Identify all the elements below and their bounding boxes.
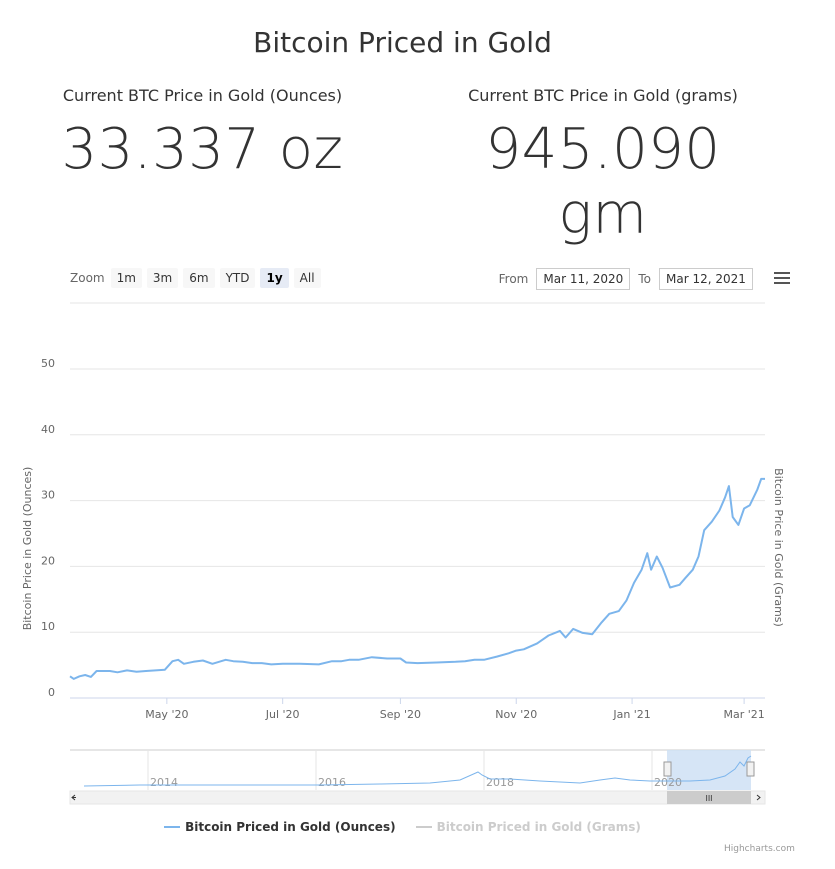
legend-item-ounces[interactable]: Bitcoin Priced in Gold (Ounces) [164, 820, 396, 834]
legend-swatch-grams [415, 826, 432, 828]
legend: Bitcoin Priced in Gold (Ounces) Bitcoin … [0, 820, 805, 834]
x-tick-label: Nov '20 [495, 708, 537, 721]
navigator-tick-label: 2014 [150, 776, 178, 789]
metric-ounces-value: 33.337 oz [61, 117, 344, 182]
scroll-right-arrow-icon[interactable] [756, 794, 761, 801]
metric-ounces: Current BTC Price in Gold (Ounces) 33.33… [40, 86, 365, 182]
x-tick-label: May '20 [145, 708, 188, 721]
credits-link[interactable]: Highcharts.com [724, 844, 795, 854]
navigator-tick-label: 2018 [486, 776, 514, 789]
x-tick-label: Jul '20 [265, 708, 300, 721]
metric-ounces-label: Current BTC Price in Gold (Ounces) [62, 86, 343, 105]
navigator-tick-label: 2016 [318, 776, 346, 789]
y-axis-title-right: Bitcoin Price in Gold (Grams) [772, 468, 785, 627]
series-layer [69, 477, 765, 680]
y-tick-label: 0 [48, 686, 55, 699]
to-date-input[interactable] [659, 268, 753, 290]
y-tick-label: 30 [41, 489, 55, 502]
metric-grams: Current BTC Price in Gold (grams) 945.09… [436, 86, 770, 247]
from-date-input[interactable] [536, 268, 631, 290]
axes: 0 10 20 30 40 50 May '20 Jul '20 Sep '20 Nov '20 J… [21, 357, 785, 721]
from-label: From [498, 272, 529, 286]
scroll-left-arrow-icon[interactable] [71, 794, 76, 801]
metric-grams-value: 945.090 gm [485, 117, 721, 247]
series-line-ounces [69, 477, 765, 680]
legend-item-grams[interactable]: Bitcoin Priced in Gold (Grams) [415, 820, 641, 834]
legend-label-grams: Bitcoin Priced in Gold (Grams) [436, 820, 641, 834]
range-button-ytd[interactable]: YTD [219, 268, 256, 288]
y-tick-label: 50 [41, 357, 55, 370]
grid-lines [70, 302, 765, 699]
metric-grams-label: Current BTC Price in Gold (grams) [468, 86, 738, 105]
x-tick-label: Mar '21 [723, 708, 764, 721]
navigator-series-line [83, 755, 752, 787]
range-button-6m[interactable]: 6m [183, 268, 215, 288]
navigator-scrollbar-grip: III [705, 794, 712, 803]
x-tick-label: Sep '20 [380, 708, 421, 721]
navigator-tick-label: 2020 [654, 776, 682, 789]
navigator-scrollbar-thumb[interactable] [667, 791, 751, 804]
zoom-label: Zoom [70, 271, 105, 285]
legend-swatch-ounces [164, 826, 181, 828]
y-axis-title-left: Bitcoin Price in Gold (Ounces) [21, 467, 34, 631]
y-tick-label: 10 [41, 620, 55, 633]
date-range: From To [491, 268, 753, 290]
navigator-scrollbar-track [69, 790, 766, 805]
navigator-selected-range [667, 750, 751, 790]
navigator: 2014 2016 2018 2020 III [69, 749, 766, 805]
hamburger-menu-icon[interactable] [774, 272, 790, 286]
page-title: Bitcoin Priced in Gold [253, 26, 552, 59]
to-label: To [638, 272, 651, 286]
range-button-1y[interactable]: 1y [260, 268, 289, 288]
range-button-1m[interactable]: 1m [110, 268, 142, 288]
navigator-handle-left[interactable] [663, 761, 672, 777]
navigator-handle-right[interactable] [746, 761, 755, 777]
x-tick-label: Jan '21 [612, 708, 650, 721]
range-selector: Zoom 1m 3m 6m YTD 1y All [70, 268, 326, 288]
legend-label-ounces: Bitcoin Priced in Gold (Ounces) [185, 820, 396, 834]
range-button-all[interactable]: All [293, 268, 321, 288]
range-button-3m[interactable]: 3m [146, 268, 179, 288]
y-tick-label: 40 [41, 423, 55, 436]
y-tick-label: 20 [41, 554, 55, 567]
